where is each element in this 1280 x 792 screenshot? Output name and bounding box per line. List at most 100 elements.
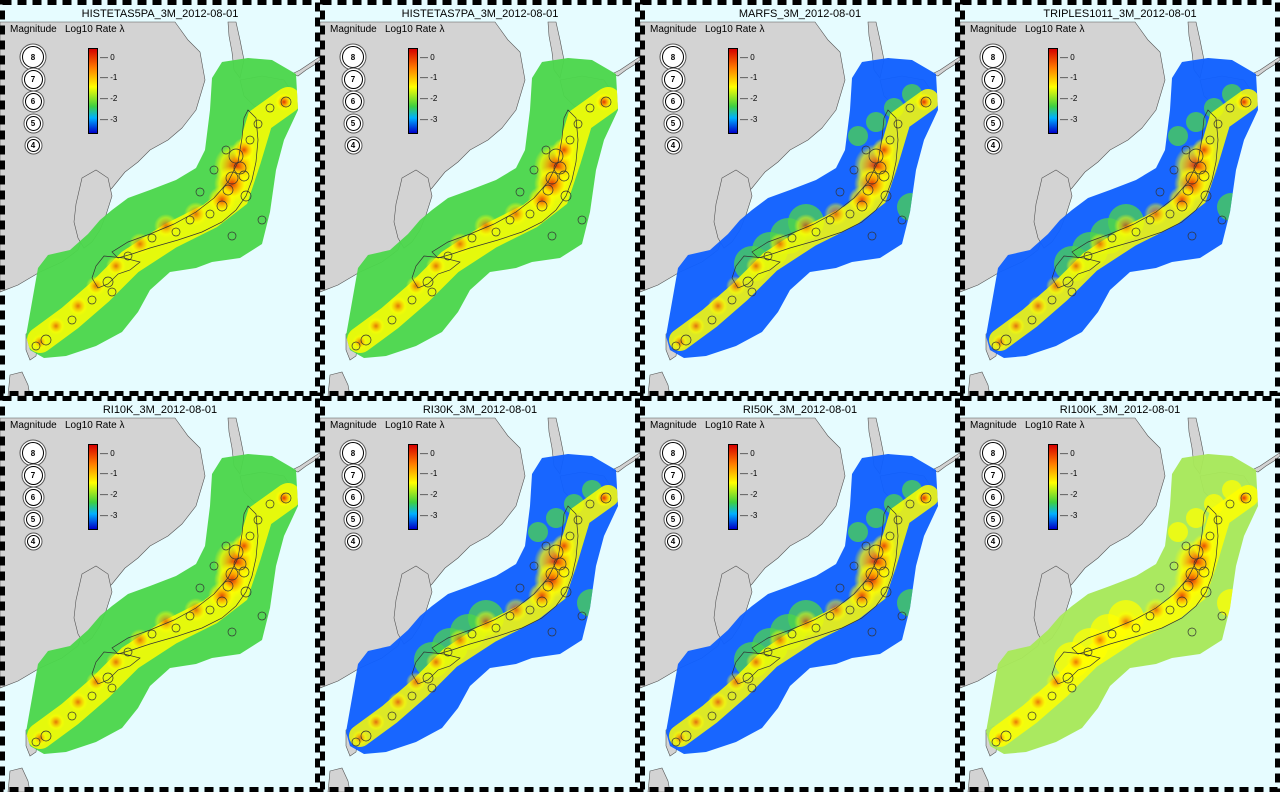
kuril-islands-land	[611, 56, 640, 77]
map-canvas	[0, 396, 320, 792]
magnitude-legend-circle: 7	[663, 465, 683, 485]
colorbar-tick-label: — -2	[100, 490, 118, 499]
forecast-map-panel: MARFS_3M_2012-08-01 Magnitude Log10 Rate λ…	[640, 0, 960, 396]
magnitude-legend-circle: 4	[346, 534, 360, 548]
magnitude-legend-circle: 7	[343, 69, 363, 89]
magnitude-legend-circle: 6	[24, 92, 42, 110]
magnitude-legend-circle: 6	[344, 488, 362, 506]
rate-legend-label: Log10 Rate λ	[65, 24, 125, 35]
rate-colorbar	[728, 48, 738, 134]
magnitude-legend-circle: 8	[662, 46, 684, 68]
panel-dashed-border	[960, 396, 1280, 792]
panel-title: HISTETAS5PA_3M_2012-08-01	[81, 8, 239, 20]
panel-title: TRIPLES1011_3M_2012-08-01	[1043, 8, 1197, 20]
rate-legend-label: Log10 Rate λ	[705, 420, 765, 431]
colorbar-tick-label: — 0	[420, 53, 435, 62]
magnitude-legend-label: Magnitude	[10, 420, 57, 431]
magnitude-legend-circle: 7	[983, 465, 1003, 485]
forecast-map-panel: RI50K_3M_2012-08-01 Magnitude Log10 Rate λ…	[640, 396, 960, 792]
luzon-land	[967, 371, 991, 396]
kuril-islands-land	[1251, 56, 1280, 77]
map-canvas	[0, 0, 320, 396]
forecast-map-panel: RI10K_3M_2012-08-01 Magnitude Log10 Rate λ…	[0, 396, 320, 792]
rate-colorbar	[88, 48, 98, 134]
earthquake-markers	[991, 96, 1252, 351]
magnitude-legend-circle: 6	[664, 92, 682, 110]
forecast-map-panel: RI100K_3M_2012-08-01 Magnitude Log10 Rate …	[960, 396, 1280, 792]
magnitude-legend-circle: 7	[983, 69, 1003, 89]
colorbar-tick-label: — -2	[100, 94, 118, 103]
magnitude-legend-circle: 5	[25, 115, 41, 131]
forecast-map-panel: HISTETAS7PA_3M_2012-08-01 Magnitude Log10 …	[320, 0, 640, 396]
magnitude-legend-circle: 8	[662, 442, 684, 464]
panel-title: RI30K_3M_2012-08-01	[422, 404, 538, 416]
panel-title: RI50K_3M_2012-08-01	[742, 404, 858, 416]
earthquake-markers	[991, 492, 1252, 747]
earthquake-markers	[31, 96, 292, 351]
earthquake-markers	[351, 96, 612, 351]
panel-dashed-border	[0, 396, 320, 792]
colorbar-tick-label: — -2	[740, 94, 758, 103]
colorbar-tick-label: — 0	[1060, 53, 1075, 62]
kuril-islands-land	[931, 452, 960, 473]
forecast-map-panel: TRIPLES1011_3M_2012-08-01 Magnitude Log10 …	[960, 0, 1280, 396]
luzon-land	[327, 371, 351, 396]
rate-colorbar	[408, 48, 418, 134]
magnitude-legend-circle: 5	[345, 115, 361, 131]
colorbar-tick-label: — -1	[420, 469, 438, 478]
luzon-land	[967, 767, 991, 792]
magnitude-legend-circle: 8	[982, 442, 1004, 464]
map-canvas	[320, 396, 640, 792]
magnitude-legend-label: Magnitude	[970, 24, 1017, 35]
rate-colorbar	[88, 444, 98, 530]
magnitude-legend-label: Magnitude	[970, 420, 1017, 431]
luzon-land	[327, 767, 351, 792]
rate-legend-label: Log10 Rate λ	[385, 420, 445, 431]
colorbar-tick-label: — -3	[740, 511, 758, 520]
magnitude-legend-circle: 4	[986, 534, 1000, 548]
colorbar-tick-label: — 0	[100, 449, 115, 458]
magnitude-legend-circle: 4	[26, 138, 40, 152]
magnitude-legend-circle: 5	[665, 115, 681, 131]
magnitude-legend-circle: 8	[982, 46, 1004, 68]
magnitude-legend-label: Magnitude	[650, 24, 697, 35]
magnitude-legend-circle: 5	[985, 511, 1001, 527]
magnitude-legend-circle: 6	[664, 488, 682, 506]
magnitude-legend-circle: 6	[344, 92, 362, 110]
earthquake-markers	[351, 492, 612, 747]
colorbar-tick-label: — 0	[740, 53, 755, 62]
magnitude-legend-label: Magnitude	[330, 24, 377, 35]
panel-dashed-border	[960, 0, 1280, 396]
earthquake-markers	[31, 492, 292, 747]
colorbar-tick-label: — 0	[740, 449, 755, 458]
magnitude-legend-circle: 4	[346, 138, 360, 152]
colorbar-tick-label: — -2	[1060, 94, 1078, 103]
rate-colorbar	[1048, 444, 1058, 530]
map-canvas	[640, 0, 960, 396]
colorbar-tick-label: — -3	[100, 115, 118, 124]
magnitude-legend-circle: 5	[25, 511, 41, 527]
luzon-land	[7, 371, 31, 396]
magnitude-legend-circle: 8	[22, 46, 44, 68]
magnitude-legend-circle: 6	[24, 488, 42, 506]
colorbar-tick-label: — -1	[100, 73, 118, 82]
colorbar-tick-label: — -3	[420, 511, 438, 520]
forecast-map-panel: RI30K_3M_2012-08-01 Magnitude Log10 Rate λ…	[320, 396, 640, 792]
colorbar-tick-label: — 0	[1060, 449, 1075, 458]
panel-dashed-border	[0, 0, 320, 396]
magnitude-legend-circle: 5	[665, 511, 681, 527]
panel-title: RI10K_3M_2012-08-01	[102, 404, 218, 416]
colorbar-tick-label: — -1	[740, 469, 758, 478]
colorbar-tick-label: — -1	[1060, 469, 1078, 478]
colorbar-tick-label: — -3	[420, 115, 438, 124]
colorbar-tick-label: — -2	[420, 94, 438, 103]
kuril-islands-land	[611, 452, 640, 473]
panel-dashed-border	[320, 0, 640, 396]
magnitude-legend-circle: 7	[23, 465, 43, 485]
kuril-islands-land	[291, 452, 320, 473]
magnitude-legend-circle: 6	[984, 488, 1002, 506]
magnitude-legend-circle: 7	[343, 465, 363, 485]
map-canvas	[640, 396, 960, 792]
colorbar-tick-label: — -1	[740, 73, 758, 82]
